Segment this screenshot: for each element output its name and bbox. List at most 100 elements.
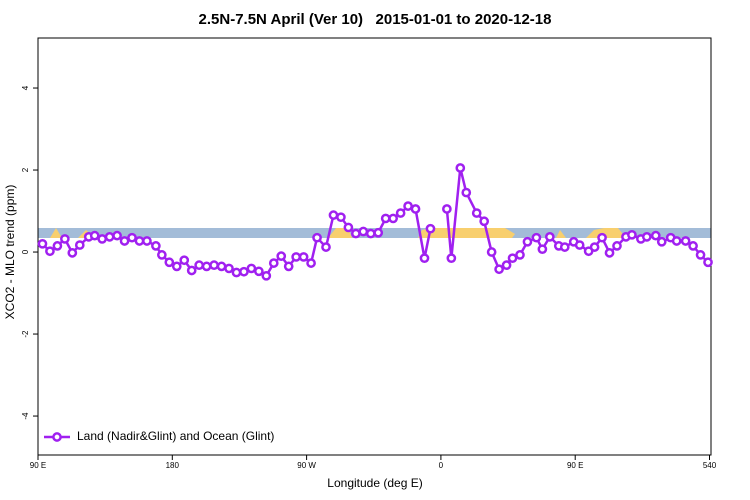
land-patch — [556, 230, 566, 238]
data-point — [486, 247, 497, 257]
legend-label: Land (Nadir&Glint) and Ocean (Glint) — [77, 429, 274, 443]
data-point — [350, 228, 361, 239]
y-tick-label: -4 — [21, 412, 30, 420]
land-patch — [418, 228, 515, 238]
data-point — [321, 242, 331, 252]
x-axis-title: Longitude (deg E) — [327, 476, 422, 490]
data-point — [455, 163, 466, 173]
data-point — [656, 236, 667, 247]
data-point — [209, 260, 219, 271]
data-point — [425, 223, 436, 234]
data-point — [515, 250, 525, 260]
data-point — [380, 213, 391, 224]
data-point — [494, 264, 504, 275]
y-axis-title: XCO2 - MLO trend (ppm) — [3, 185, 17, 320]
data-point — [179, 255, 190, 266]
data-point — [45, 246, 55, 257]
data-point — [365, 228, 376, 239]
x-tick-label: 90 W — [297, 461, 316, 470]
data-point — [291, 252, 302, 262]
y-tick-label: 4 — [21, 85, 30, 90]
data-point — [312, 232, 322, 243]
data-point — [522, 236, 533, 247]
data-point — [461, 187, 472, 198]
data-point — [627, 229, 637, 240]
plot-frame — [37, 37, 712, 456]
data-point — [612, 241, 622, 251]
data-point — [574, 240, 585, 250]
data-point — [104, 232, 115, 242]
x-tick-label: 90 E — [30, 461, 46, 470]
data-point — [410, 204, 421, 214]
data-point — [358, 226, 369, 237]
data-point — [388, 213, 399, 224]
x-tick-label: 540 — [703, 461, 717, 470]
data-point — [298, 252, 309, 262]
data-point — [216, 261, 227, 272]
chart-title: 2.5N-7.5N April (Ver 10) 2015-01-01 to 2… — [199, 11, 552, 28]
data-point — [597, 232, 607, 243]
x-tick-label: 90 E — [567, 461, 583, 470]
data-point — [171, 261, 182, 272]
series-line — [41, 166, 709, 278]
data-point — [306, 258, 316, 268]
data-point — [419, 253, 430, 264]
data-point — [74, 240, 85, 250]
data-point — [641, 232, 652, 242]
data-point — [151, 241, 161, 251]
land-patch — [586, 228, 626, 238]
data-point — [142, 236, 152, 246]
data-point — [446, 253, 457, 264]
data-point — [283, 261, 294, 272]
data-point — [703, 257, 713, 268]
data-point — [328, 210, 339, 220]
data-point — [671, 236, 682, 246]
data-point — [60, 234, 70, 244]
data-point — [336, 212, 346, 223]
data-point — [559, 242, 570, 252]
data-point — [395, 208, 406, 218]
data-point — [231, 267, 242, 278]
data-point — [695, 250, 706, 260]
data-point — [37, 238, 48, 249]
data-point — [276, 251, 287, 261]
data-point — [680, 236, 691, 246]
data-point — [261, 270, 272, 281]
data-point — [373, 227, 384, 238]
legend-marker — [52, 432, 62, 442]
data-point — [119, 236, 130, 246]
data-point — [537, 244, 548, 255]
data-point — [201, 261, 212, 272]
data-point — [246, 263, 257, 274]
data-point — [403, 201, 413, 211]
data-point — [157, 250, 167, 260]
data-point — [471, 208, 482, 218]
x-tick-label: 0 — [439, 461, 444, 470]
x-tick-label: 180 — [166, 461, 180, 470]
data-point — [134, 236, 145, 246]
data-point — [531, 232, 542, 243]
land-patch — [50, 228, 62, 238]
data-point — [89, 230, 100, 241]
data-point — [544, 232, 555, 242]
data-point — [479, 216, 490, 227]
y-tick-label: 2 — [21, 167, 30, 172]
data-point — [650, 230, 661, 241]
data-point — [127, 232, 137, 243]
y-tick-label: -2 — [21, 330, 30, 338]
data-point — [507, 253, 518, 264]
data-point — [194, 260, 205, 271]
data-point — [343, 222, 354, 233]
data-point — [186, 265, 197, 276]
data-point — [112, 230, 122, 241]
data-point — [268, 258, 279, 268]
data-point — [688, 241, 698, 251]
data-point — [589, 242, 600, 252]
data-point — [67, 248, 78, 258]
data-point — [97, 234, 108, 244]
data-point — [52, 241, 63, 251]
data-point — [164, 257, 175, 268]
data-point — [224, 263, 234, 274]
data-point — [254, 266, 264, 277]
